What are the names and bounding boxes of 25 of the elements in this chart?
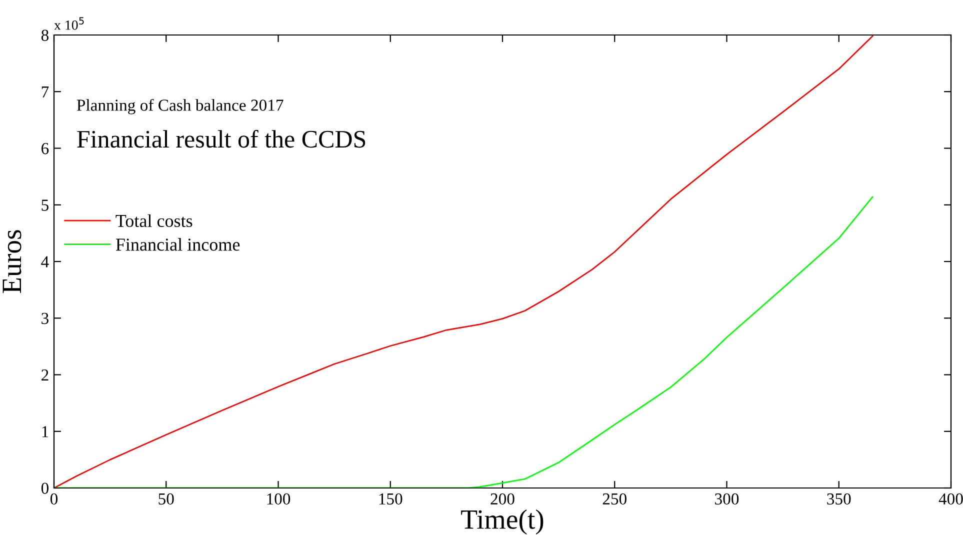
text: Financial result of the CCDS	[77, 130, 366, 148]
y-tick-label: 0	[41, 482, 49, 494]
y-axis-title: Euros	[2, 230, 22, 294]
y-tick-label: 7	[42, 86, 49, 98]
y-tick-label: 2	[42, 369, 48, 381]
x-tick-label: 400	[938, 493, 963, 505]
y-tick-label: 8	[41, 30, 49, 41]
x-tick-label: 250	[602, 493, 626, 505]
x-tick-label: 0	[50, 493, 58, 505]
x-tick-label: 300	[715, 493, 739, 505]
x-tick-label: 200	[490, 493, 514, 505]
legend-label: Financial income	[116, 238, 240, 251]
text: x 10$^{5}$	[54, 17, 84, 30]
x-tick-label: 350	[827, 493, 851, 505]
y-tick-label: 1	[42, 426, 48, 438]
y-tick-label: 5	[42, 200, 48, 211]
x-tick-label: 50	[158, 493, 174, 505]
y-tick-label: 4	[41, 256, 49, 268]
x-axis-title: Time(t)	[461, 509, 544, 535]
x-tick-label: 100	[267, 493, 290, 505]
y-tick-label: 3	[42, 312, 48, 324]
text: Planning of Cash balance 2017	[76, 98, 284, 114]
y-tick-label: 6	[42, 142, 49, 154]
x-tick-label: 150	[379, 493, 402, 505]
legend-label: Total costs	[116, 214, 192, 228]
